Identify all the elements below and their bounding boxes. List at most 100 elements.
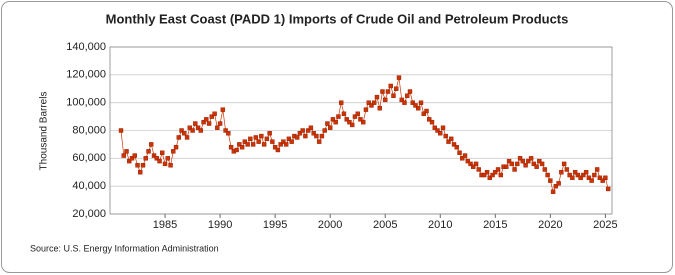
data-point	[410, 100, 415, 105]
data-point	[272, 144, 278, 150]
data-point	[490, 172, 495, 178]
data-point	[517, 156, 523, 161]
y-tick-label: 100,000	[66, 97, 106, 109]
data-point	[179, 128, 184, 133]
data-point	[193, 121, 198, 126]
data-point	[215, 125, 220, 130]
data-point	[358, 117, 363, 122]
data-point	[603, 175, 608, 181]
data-point	[416, 106, 421, 111]
data-point	[338, 100, 344, 105]
data-point	[542, 167, 548, 172]
data-point	[237, 142, 242, 147]
data-point	[261, 142, 267, 147]
data-point	[421, 111, 426, 117]
data-point	[270, 139, 275, 144]
data-point	[377, 106, 382, 111]
data-point	[427, 117, 432, 122]
data-point	[374, 94, 380, 100]
data-point	[531, 161, 537, 167]
data-point	[559, 170, 564, 175]
data-point	[361, 119, 366, 125]
data-point	[253, 135, 259, 140]
data-point	[195, 125, 201, 130]
x-tick-label: 2000	[318, 219, 342, 231]
data-point	[300, 128, 305, 133]
data-point	[581, 172, 586, 178]
data-point	[388, 83, 393, 89]
data-point	[140, 163, 146, 168]
data-point	[498, 172, 504, 178]
data-point	[234, 147, 239, 153]
data-point	[570, 175, 575, 181]
data-point	[165, 156, 170, 161]
data-point	[336, 114, 341, 119]
data-point	[333, 119, 338, 125]
data-point	[264, 136, 270, 142]
data-point	[515, 161, 520, 167]
data-point	[341, 111, 347, 117]
data-point	[349, 122, 355, 128]
data-point	[435, 128, 440, 133]
data-point	[330, 117, 336, 122]
data-point	[154, 156, 159, 161]
data-point	[589, 178, 594, 183]
data-point	[168, 163, 173, 168]
x-tick-label: 1990	[208, 219, 232, 231]
chart-title: Monthly East Coast (PADD 1) Imports of C…	[106, 11, 569, 26]
data-point	[594, 167, 600, 172]
data-point	[424, 108, 429, 114]
data-point	[294, 135, 300, 140]
data-point	[289, 139, 294, 144]
data-point	[316, 139, 322, 144]
data-point	[149, 142, 154, 147]
data-point	[446, 139, 451, 144]
data-point	[385, 89, 391, 94]
data-point	[327, 125, 333, 130]
data-point	[592, 172, 597, 178]
data-point	[548, 178, 553, 183]
data-point	[413, 103, 418, 108]
x-tick-label: 2015	[483, 219, 507, 231]
data-point	[366, 100, 371, 105]
data-point	[132, 153, 137, 158]
data-point	[171, 149, 176, 154]
data-point	[308, 125, 314, 130]
data-point	[223, 128, 228, 133]
data-point	[322, 128, 327, 133]
data-point	[352, 114, 358, 119]
data-point	[457, 150, 462, 155]
data-point	[391, 93, 396, 98]
data-point	[605, 186, 611, 192]
data-point	[190, 128, 195, 133]
data-point	[157, 158, 162, 164]
data-point	[267, 131, 272, 136]
data-point	[160, 150, 165, 155]
data-point	[275, 147, 281, 153]
data-point	[451, 142, 457, 147]
data-point	[151, 153, 157, 158]
data-point	[256, 139, 261, 144]
data-point	[407, 89, 413, 94]
data-point	[504, 164, 509, 169]
data-point	[369, 103, 374, 108]
data-point	[201, 119, 206, 125]
data-point	[495, 167, 501, 172]
data-point	[127, 158, 132, 164]
y-tick-label: 40,000	[72, 180, 106, 192]
data-point	[597, 175, 603, 181]
data-point	[248, 136, 253, 142]
data-point	[226, 131, 231, 136]
data-point	[347, 119, 352, 125]
y-axis-label: Thousand Barrels	[39, 92, 50, 171]
data-point	[176, 135, 182, 140]
data-point	[311, 131, 316, 136]
data-point	[509, 161, 515, 167]
data-point	[454, 144, 459, 150]
data-point	[600, 178, 605, 183]
data-point	[465, 158, 470, 164]
x-tick-label: 2025	[593, 219, 617, 231]
data-point	[121, 153, 126, 158]
